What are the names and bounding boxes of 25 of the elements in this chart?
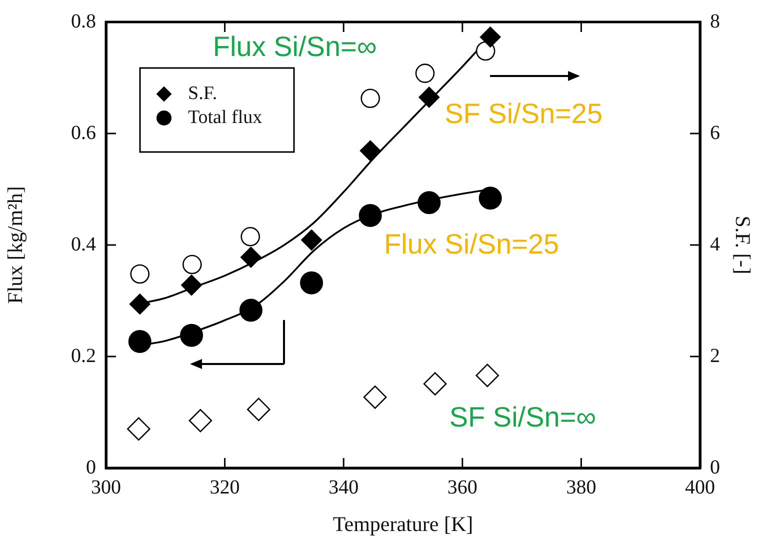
legend-label: Total flux [188, 106, 263, 128]
x-tick-label: 320 [210, 476, 240, 498]
y2-tick-label: 4 [710, 233, 720, 256]
x-axis-title: Temperature [K] [332, 512, 474, 536]
legend-label: S.F. [188, 82, 218, 104]
y-tick-label: 0.2 [71, 344, 96, 367]
y-tick-label: 0.8 [71, 10, 96, 32]
y2-tick-label: 8 [710, 10, 720, 32]
y-tick-label: 0.4 [71, 233, 96, 256]
y2-tick-label: 0 [710, 456, 720, 478]
x-tick-label: 300 [91, 476, 121, 498]
annotation: SF Si/Sn=∞ [449, 402, 596, 433]
annotation: SF Si/Sn=25 [444, 98, 603, 129]
y2-axis-title: S.F. [-] [730, 216, 755, 274]
x-tick-label: 340 [328, 476, 359, 498]
x-tick-label: 380 [566, 476, 596, 498]
annotation: Flux Si/Sn=∞ [212, 30, 377, 62]
y-tick-label: 0.6 [71, 122, 96, 144]
y2-tick-label: 6 [710, 122, 720, 144]
x-tick-label: 400 [685, 476, 715, 498]
y-tick-label: 0 [86, 456, 96, 478]
annotation: Flux Si/Sn=25 [384, 228, 560, 260]
y-axis-title: Flux [kg/m²h] [3, 186, 28, 304]
x-tick-label: 360 [447, 476, 478, 498]
y2-tick-label: 2 [710, 344, 720, 367]
